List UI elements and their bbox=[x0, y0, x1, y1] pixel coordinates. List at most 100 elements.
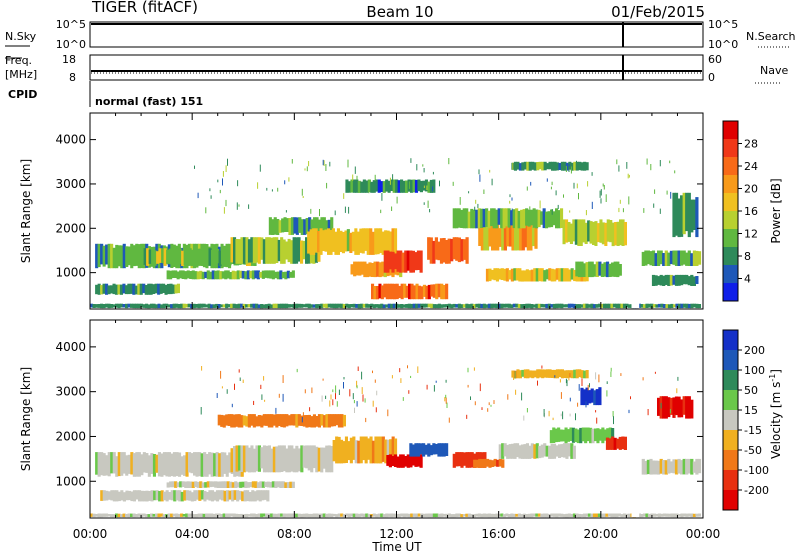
data-speckle bbox=[591, 172, 593, 176]
data-cell bbox=[498, 458, 502, 467]
data-cell bbox=[600, 263, 604, 277]
data-cell bbox=[536, 369, 540, 379]
data-cell bbox=[530, 209, 534, 226]
data-cell bbox=[112, 452, 116, 474]
data-cell bbox=[196, 248, 200, 266]
data-speckle bbox=[423, 168, 425, 173]
data-cell bbox=[548, 445, 552, 459]
data-cell bbox=[277, 303, 281, 309]
data-cell bbox=[127, 246, 131, 266]
data-cell bbox=[239, 270, 243, 279]
data-cell bbox=[589, 221, 593, 244]
y-tick-label: 3000 bbox=[55, 177, 86, 191]
data-speckle bbox=[551, 181, 553, 186]
data-cell bbox=[330, 303, 334, 308]
data-cell bbox=[537, 303, 541, 309]
data-cell bbox=[229, 272, 233, 280]
data-cell bbox=[150, 303, 154, 308]
data-cell bbox=[280, 445, 284, 472]
data-cell bbox=[331, 228, 335, 252]
data-cell bbox=[346, 229, 350, 252]
data-cell bbox=[202, 513, 206, 518]
data-cell bbox=[227, 414, 231, 426]
data-cell bbox=[616, 221, 620, 246]
data-cell bbox=[181, 250, 185, 266]
data-speckle bbox=[257, 182, 259, 189]
data-cell bbox=[327, 414, 331, 428]
data-cell bbox=[317, 513, 321, 518]
data-cell bbox=[565, 219, 569, 243]
data-cell bbox=[322, 415, 326, 428]
data-cell bbox=[330, 513, 334, 518]
data-cell bbox=[245, 445, 249, 472]
data-cell bbox=[169, 481, 173, 488]
data-cell bbox=[142, 283, 146, 294]
data-cell bbox=[226, 490, 230, 502]
data-cell bbox=[680, 250, 684, 266]
data-cell bbox=[203, 452, 207, 477]
data-cell bbox=[405, 180, 409, 193]
data-cell bbox=[193, 248, 197, 264]
data-cell bbox=[562, 304, 566, 308]
data-cell bbox=[501, 225, 505, 251]
data-cell bbox=[152, 284, 156, 294]
data-cell bbox=[657, 513, 661, 518]
data-speckle bbox=[439, 180, 440, 187]
data-cell bbox=[522, 209, 526, 229]
data-speckle bbox=[329, 161, 331, 167]
data-cell bbox=[617, 513, 621, 517]
data-cell bbox=[269, 270, 273, 279]
data-cell bbox=[419, 454, 423, 468]
data-cell bbox=[460, 452, 464, 468]
data-cell bbox=[532, 513, 536, 517]
data-cell bbox=[392, 303, 396, 309]
data-cell bbox=[485, 224, 490, 251]
data-cell bbox=[427, 181, 431, 193]
data-cell bbox=[292, 414, 296, 426]
data-cell bbox=[515, 208, 519, 229]
data-cell bbox=[455, 452, 459, 467]
data-cell bbox=[498, 268, 502, 280]
data-cell bbox=[651, 250, 656, 266]
data-cell bbox=[525, 208, 529, 226]
data-cell bbox=[181, 270, 185, 279]
data-cell bbox=[191, 249, 195, 266]
data-cell bbox=[557, 303, 561, 308]
data-cell bbox=[261, 270, 265, 279]
data-cell bbox=[239, 481, 243, 488]
data-cell bbox=[440, 283, 444, 300]
data-cell bbox=[672, 192, 676, 238]
data-cell bbox=[409, 250, 413, 273]
data-speckle bbox=[435, 380, 437, 383]
data-cell bbox=[618, 264, 622, 276]
data-cell bbox=[312, 414, 316, 428]
data-cell bbox=[160, 513, 164, 517]
data-cell bbox=[398, 285, 402, 298]
data-cell bbox=[480, 223, 484, 251]
data-cell bbox=[335, 436, 339, 464]
data-cell bbox=[667, 458, 671, 474]
data-cell bbox=[185, 513, 189, 518]
data-speckle bbox=[507, 394, 509, 400]
data-cell bbox=[674, 250, 679, 266]
data-cell bbox=[614, 222, 618, 246]
data-cell bbox=[414, 443, 418, 457]
data-speckle bbox=[444, 397, 446, 402]
data-speckle bbox=[356, 401, 358, 407]
data-cell bbox=[617, 303, 621, 309]
data-cell bbox=[317, 447, 321, 472]
data-cell bbox=[213, 248, 217, 266]
data-cell bbox=[685, 396, 689, 419]
velocity-colorbar-label: Velocity [m s-1] bbox=[768, 369, 783, 459]
data-cell bbox=[555, 513, 559, 518]
data-cell bbox=[659, 458, 663, 474]
data-speckle bbox=[581, 378, 583, 386]
data-cell bbox=[245, 513, 249, 518]
data-cell bbox=[107, 303, 111, 309]
data-cell bbox=[175, 303, 179, 308]
data-cell bbox=[384, 439, 388, 464]
data-cell bbox=[376, 261, 380, 277]
data-cell bbox=[600, 513, 604, 518]
data-cell bbox=[234, 271, 238, 280]
data-cell bbox=[593, 264, 597, 277]
